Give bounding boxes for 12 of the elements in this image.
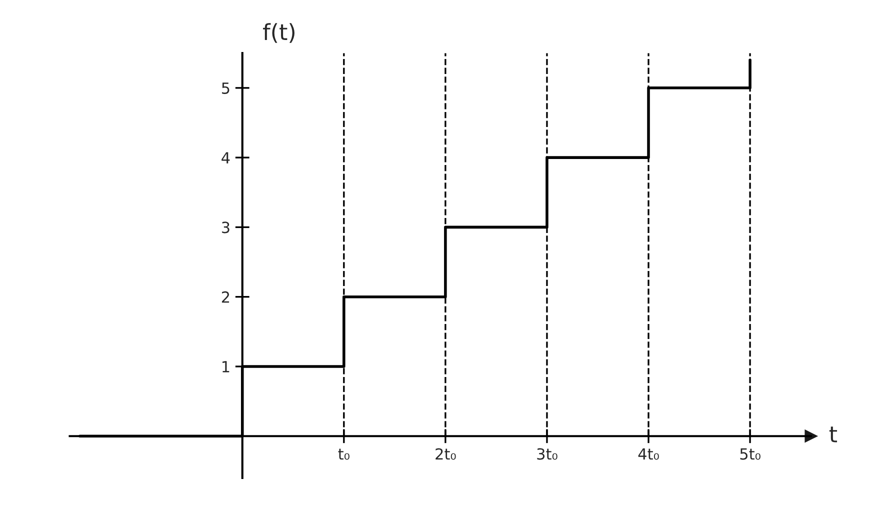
x-tick-label: 2t₀ (436, 448, 456, 460)
y-tick-label: 3 (222, 222, 230, 234)
y-tick-label: 5 (222, 82, 230, 94)
x-tick-label: 3t₀ (537, 448, 558, 460)
x-tick-label: 5t₀ (740, 448, 760, 460)
x-tick-label: t₀ (338, 448, 350, 460)
y-tick-label: 1 (222, 361, 230, 372)
x-axis-title: t (829, 426, 838, 442)
x-tick-label: 4t₀ (638, 448, 659, 460)
y-tick-label: 2 (222, 291, 230, 303)
y-tick-label: 4 (222, 152, 230, 164)
y-axis-title: f(t) (263, 23, 294, 43)
